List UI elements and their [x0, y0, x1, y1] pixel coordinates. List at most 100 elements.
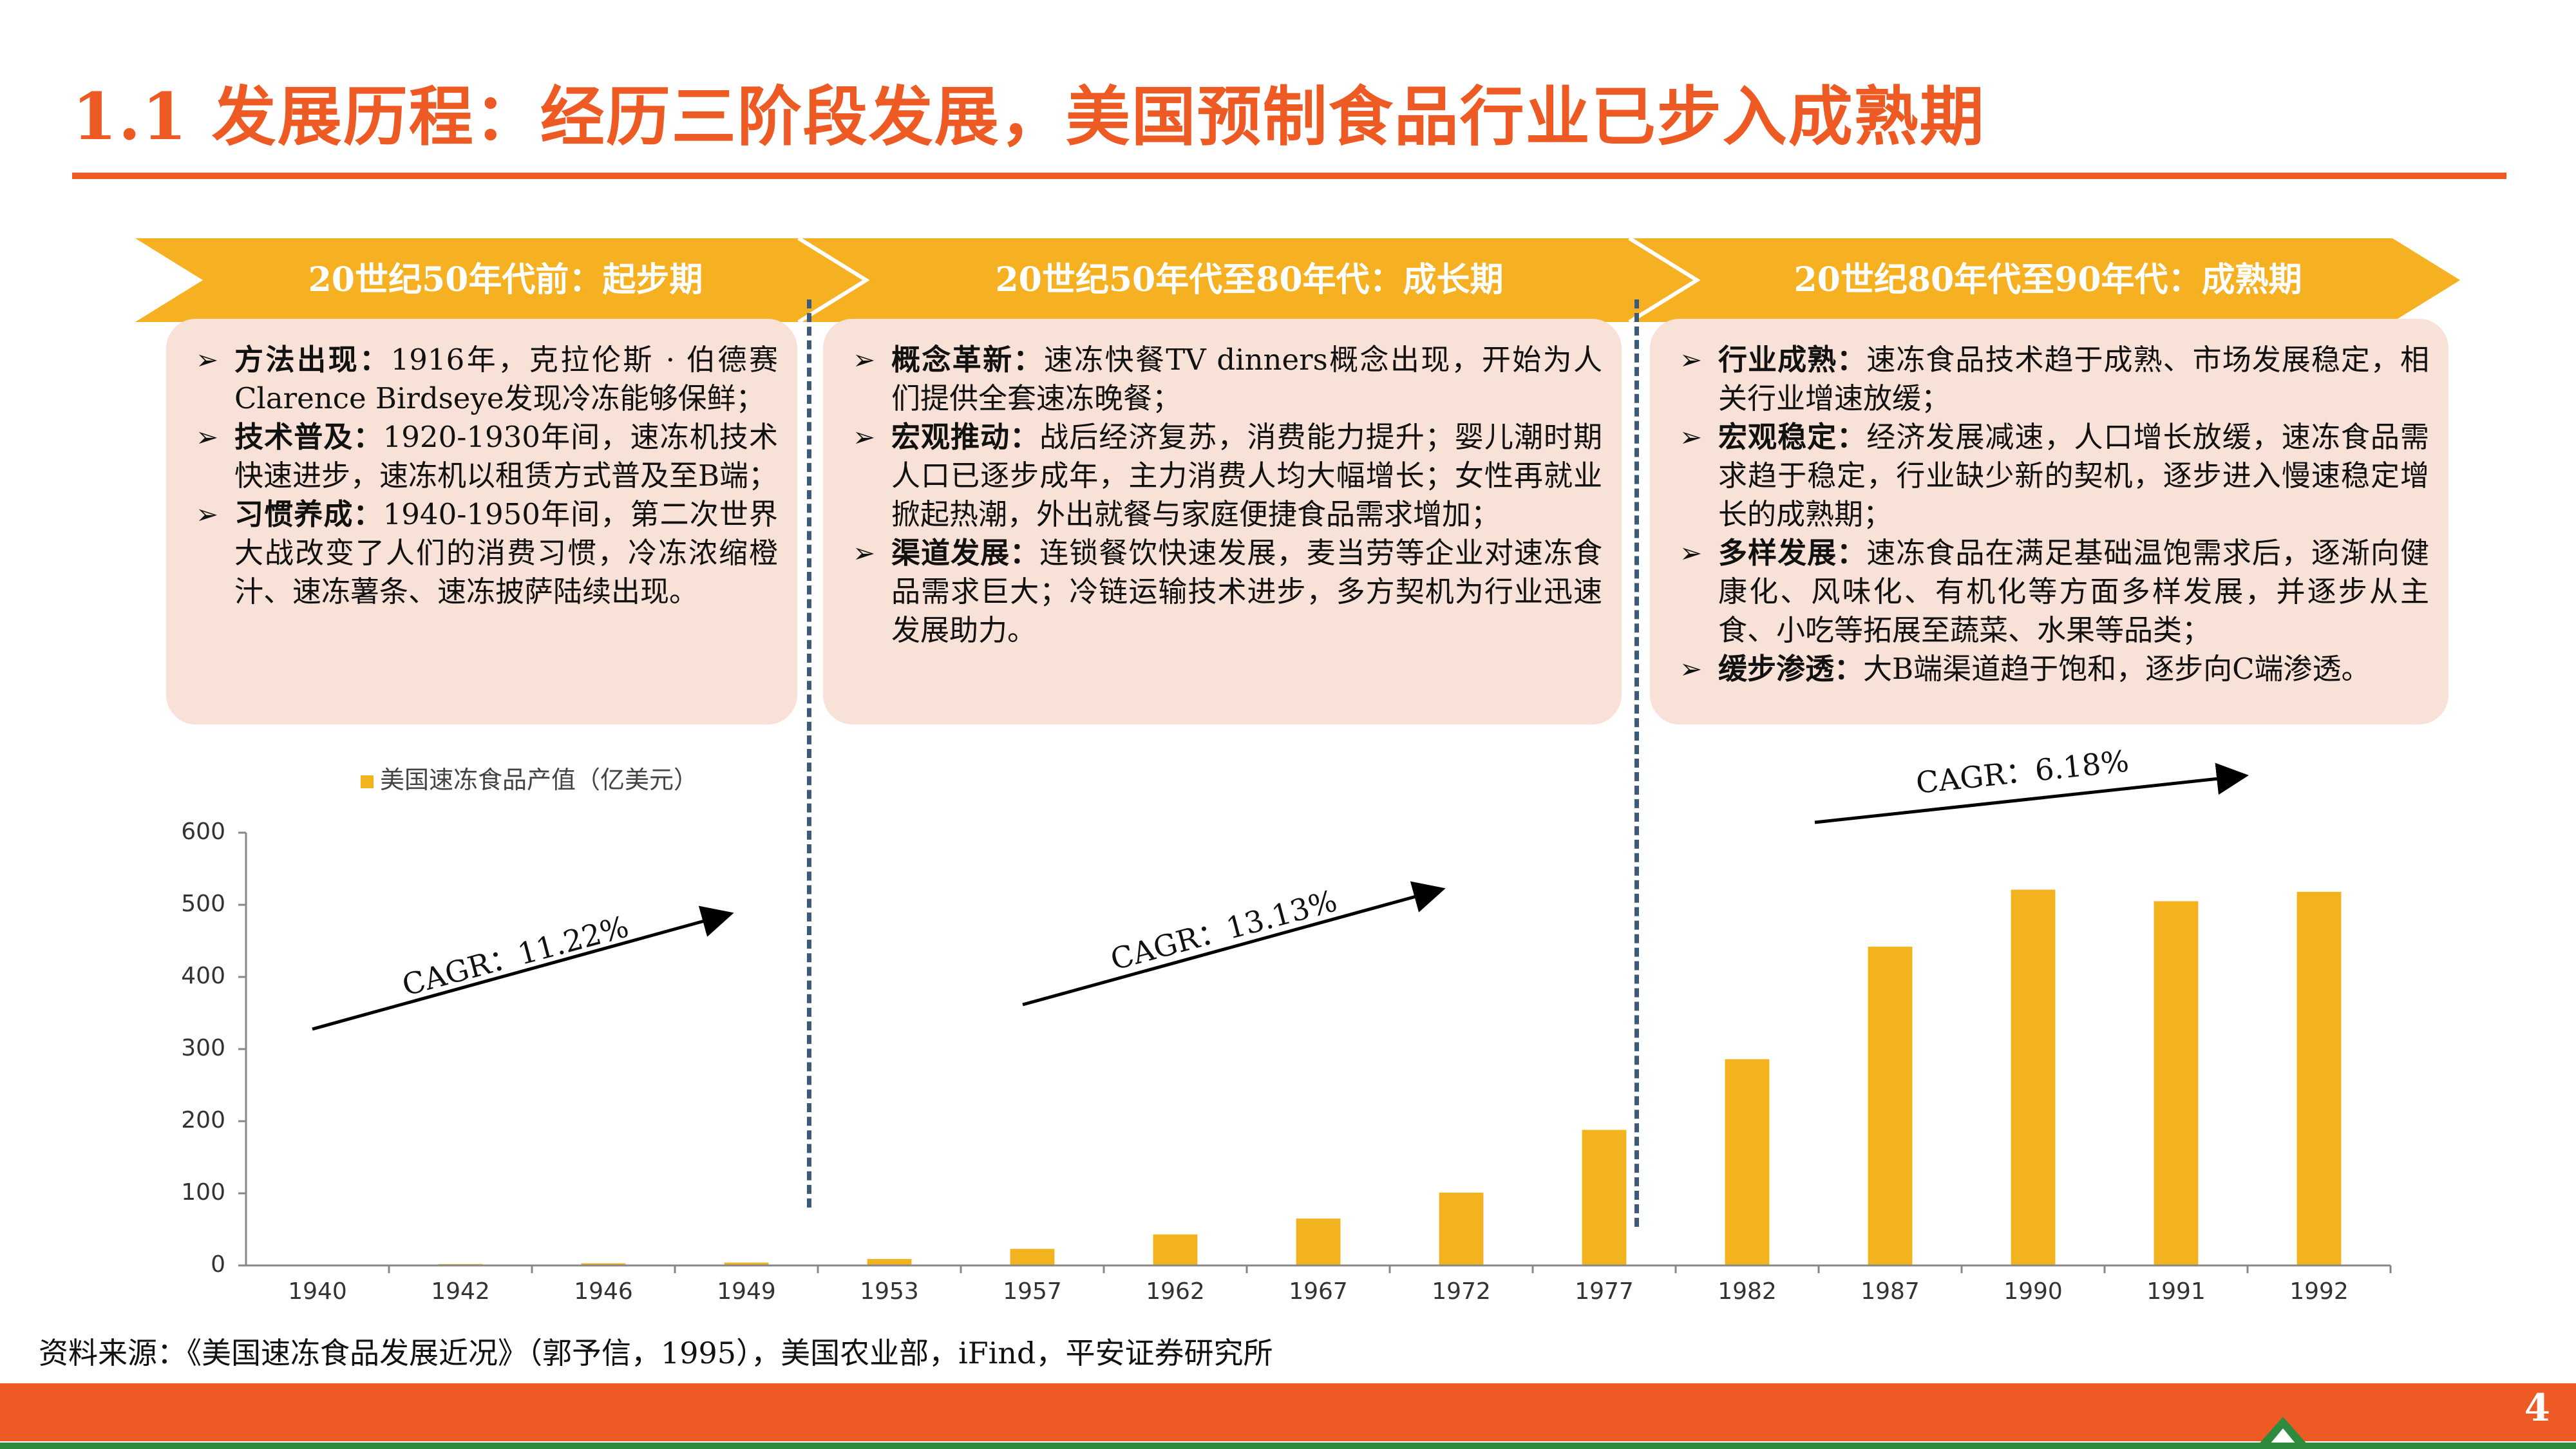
- bar-1982: [1725, 1059, 1770, 1265]
- stage-panel-3: ➢ 行业成熟：速冻食品技术趋于成熟、市场发展稳定，相关行业增速放缓； ➢ 宏观稳定：…: [1650, 319, 2448, 724]
- stage-chevron-2: [799, 238, 1697, 322]
- stage-chevron-3: [1629, 238, 2460, 322]
- bar-1946: [581, 1263, 626, 1265]
- x-tick-label: 1972: [1432, 1278, 1491, 1305]
- stage-label-2: 20世纪50年代至80年代：成长期: [995, 260, 1504, 299]
- stage-panel-2: ➢ 概念革新：速冻快餐TV dinners概念出现，开始为人们提供全套速冻晚餐； …: [823, 319, 1622, 724]
- x-tick-label: 1957: [1003, 1278, 1062, 1305]
- stage-panel-1: ➢ 方法出现：1916年，克拉伦斯 · 伯德赛Clarence Birdseye发…: [166, 319, 797, 724]
- item-heading: 宏观稳定：: [1718, 420, 1867, 454]
- x-tick-label: 1953: [860, 1278, 919, 1305]
- arrow-bullet-icon: ➢: [853, 421, 876, 453]
- x-tick-label: 1940: [288, 1278, 347, 1305]
- arrow-bullet-icon: ➢: [853, 344, 876, 375]
- bar-1953: [867, 1258, 912, 1265]
- x-tick-label: 1942: [431, 1278, 490, 1305]
- x-tick-label: 1987: [1861, 1278, 1920, 1305]
- item-heading: 缓步渗透：: [1718, 652, 1864, 686]
- x-tick-label: 1992: [2289, 1278, 2349, 1305]
- cagr-arrow-1: [312, 905, 734, 1031]
- x-tick-label: 1991: [2146, 1278, 2206, 1305]
- item-text: 连锁餐饮快速发展，麦当劳等企业对速冻食品需求巨大；冷链运输技术进步，多方契机为行…: [891, 536, 1602, 647]
- y-tick-label: 300: [181, 1035, 225, 1061]
- stage-label-1: 20世纪50年代前：起步期: [308, 260, 703, 299]
- item-text: 1940-1950年间，第二次世界大战改变了人们的消费习惯，冷冻浓缩橙汁、速冻薯…: [234, 497, 778, 609]
- y-tick-label: 400: [181, 963, 225, 989]
- item-text: 1916年，克拉伦斯 · 伯德赛Clarence Birdseye发现冷冻能够保…: [234, 343, 778, 415]
- cagr-arrow-3: [1814, 762, 2249, 824]
- bar-1992: [2297, 891, 2342, 1265]
- y-tick-label: 0: [211, 1251, 225, 1278]
- list-item: ➢ 渠道发展：连锁餐饮快速发展，麦当劳等企业对速冻食品需求巨大；冷链运输技术进步，…: [853, 534, 1602, 650]
- bar-1957: [1010, 1249, 1055, 1265]
- stage-banner: [135, 238, 2460, 322]
- arrow-bullet-icon: ➢: [196, 421, 219, 453]
- cagr-arrow-2: [1022, 881, 1446, 1007]
- source-note: 资料来源：《美国速冻食品发展近况》（郭予信，1995），美国农业部，iFind，…: [39, 1336, 1273, 1370]
- footer-bar: [0, 1383, 2576, 1441]
- arrow-bullet-icon: ➢: [1680, 421, 1703, 453]
- stage-separator-2: [1634, 299, 1639, 1227]
- item-text: 速冻快餐TV dinners概念出现，开始为人们提供全套速冻晚餐；: [891, 343, 1602, 415]
- item-heading: 技术普及：: [234, 420, 383, 454]
- item-heading: 行业成熟：: [1718, 343, 1867, 377]
- footer-line: [0, 1443, 2576, 1449]
- item-text: 经济发展减速，人口增长放缓，速冻食品需求趋于稳定，行业缺少新的契机，逐步进入慢速…: [1718, 420, 2429, 531]
- bar-1991: [2154, 901, 2199, 1265]
- item-text: 大B端渠道趋于饱和，逐步向C端渗透。: [1863, 652, 2371, 686]
- item-text: 速冻食品在满足基础温饱需求后，逐渐向健康化、风味化、有机化等方面多样发展，并逐步…: [1718, 536, 2429, 647]
- arrow-bullet-icon: ➢: [853, 537, 876, 569]
- y-tick-label: 500: [181, 891, 225, 917]
- y-tick-label: 600: [181, 819, 225, 845]
- bar-1977: [1582, 1130, 1627, 1265]
- page-title: 1.1 发展历程：经历三阶段发展，美国预制食品行业已步入成熟期: [72, 79, 1985, 155]
- legend-swatch: [361, 775, 374, 788]
- arrow-bullet-icon: ➢: [1680, 653, 1703, 685]
- item-heading: 宏观推动：: [891, 420, 1040, 454]
- y-tick-label: 100: [181, 1179, 225, 1206]
- list-item: ➢ 缓步渗透：大B端渠道趋于饱和，逐步向C端渗透。: [1680, 650, 2429, 688]
- list-item: ➢ 行业成熟：速冻食品技术趋于成熟、市场发展稳定，相关行业增速放缓；: [1680, 341, 2429, 418]
- list-item: ➢ 宏观稳定：经济发展减速，人口增长放缓，速冻食品需求趋于稳定，行业缺少新的契机，…: [1680, 418, 2429, 534]
- x-tick-label: 1977: [1575, 1278, 1634, 1305]
- arrow-bullet-icon: ➢: [196, 498, 219, 530]
- arrow-bullet-icon: ➢: [1680, 537, 1703, 569]
- stage-separator-1: [807, 299, 811, 1208]
- stage-label-3: 20世纪80年代至90年代：成熟期: [1794, 260, 2302, 299]
- bar-1987: [1868, 946, 1913, 1265]
- x-tick-label: 1967: [1289, 1278, 1348, 1305]
- arrow-bullet-icon: ➢: [196, 344, 219, 375]
- title-divider: [72, 173, 2506, 179]
- list-item: ➢ 多样发展：速冻食品在满足基础温饱需求后，逐渐向健康化、风味化、有机化等方面多样…: [1680, 534, 2429, 650]
- x-tick-label: 1990: [2003, 1278, 2063, 1305]
- bar-1949: [724, 1262, 769, 1265]
- legend-label: 美国速冻食品产值（亿美元）: [380, 766, 699, 794]
- chart-legend: 美国速冻食品产值（亿美元）: [361, 760, 698, 795]
- list-item: ➢ 概念革新：速冻快餐TV dinners概念出现，开始为人们提供全套速冻晚餐；: [853, 341, 1602, 418]
- list-item: ➢ 习惯养成：1940-1950年间，第二次世界大战改变了人们的消费习惯，冷冻浓缩…: [196, 495, 778, 611]
- item-text: 战后经济复苏，消费能力提升；婴儿潮时期人口已逐步成年，主力消费人均大幅增长；女性…: [891, 420, 1602, 531]
- item-text: 1920-1930年间，速冻机技术快速进步，速冻机以租赁方式普及至B端；: [234, 420, 778, 493]
- item-heading: 概念革新：: [891, 343, 1044, 377]
- list-item: ➢ 技术普及：1920-1930年间，速冻机技术快速进步，速冻机以租赁方式普及至B…: [196, 418, 778, 495]
- item-text: 速冻食品技术趋于成熟、市场发展稳定，相关行业增速放缓；: [1718, 343, 2429, 415]
- list-item: ➢ 方法出现：1916年，克拉伦斯 · 伯德赛Clarence Birdseye发…: [196, 341, 778, 418]
- item-heading: 渠道发展：: [891, 536, 1040, 570]
- bar-1990: [2011, 889, 2056, 1265]
- x-tick-label: 1946: [574, 1278, 633, 1305]
- item-heading: 习惯养成：: [234, 497, 383, 531]
- page-number: 4: [2524, 1386, 2550, 1430]
- x-tick-label: 1962: [1146, 1278, 1205, 1305]
- item-heading: 方法出现：: [234, 343, 391, 377]
- bar-1972: [1439, 1192, 1484, 1265]
- bar-1962: [1153, 1234, 1198, 1265]
- item-heading: 多样发展：: [1718, 536, 1867, 570]
- arrow-bullet-icon: ➢: [1680, 344, 1703, 375]
- y-tick-label: 200: [181, 1107, 225, 1133]
- bar-1967: [1296, 1218, 1341, 1265]
- x-tick-label: 1949: [717, 1278, 776, 1305]
- list-item: ➢ 宏观推动：战后经济复苏，消费能力提升；婴儿潮时期人口已逐步成年，主力消费人均大…: [853, 418, 1602, 534]
- stage-chevron-1: [135, 238, 866, 322]
- x-tick-label: 1982: [1718, 1278, 1777, 1305]
